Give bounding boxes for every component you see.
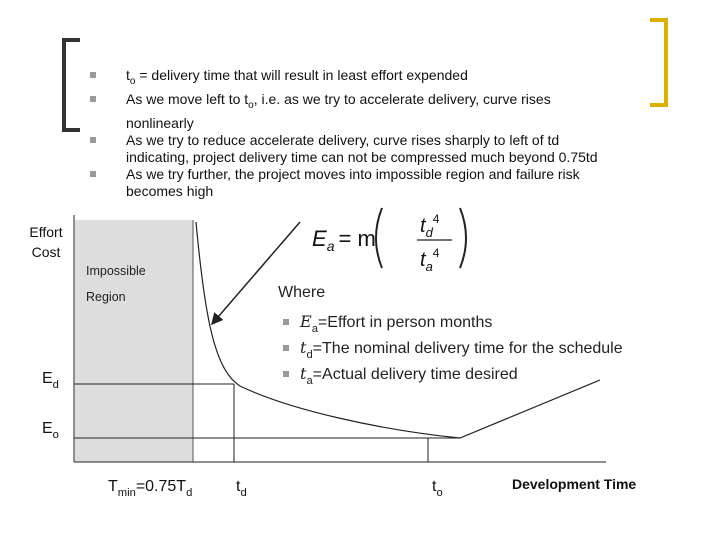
bullet-marker [283,319,289,325]
text-part: E [299,312,312,331]
subscript: d [240,487,246,499]
formula-term: ta4 [420,246,440,274]
subscript: min [118,487,136,499]
bullet-text: As we move left to t [126,91,249,108]
bullet-text: = delivery time that will result in leas… [135,67,468,83]
y-axis-label: Effort [29,224,62,240]
label: td=The nominal delivery time for the sch… [300,338,623,361]
bullet: As we try further, the project moves int… [90,166,620,199]
label: Eo [42,420,59,441]
superscript: 4 [433,212,440,226]
label: td [236,478,247,499]
text-part: t [420,249,427,271]
label: Ea=Effort in person months [299,312,492,335]
text-part: =0.75T [136,478,186,495]
bracket [650,18,668,107]
region-label: Region [86,290,126,304]
region-label: Impossible [86,264,146,278]
text-part: =Effort in person months [318,314,492,331]
bracket [62,38,80,132]
subscript: o [436,487,442,499]
formula-term: td4 [420,212,440,240]
text-part: t [300,364,307,383]
bullet-marker [90,96,96,103]
text-part: t [236,478,241,495]
bullet-text: t [126,67,130,83]
label: to [432,478,443,499]
bullet: to = delivery time that will result in l… [90,67,620,90]
text-part: t [300,338,307,357]
text-part: =Actual delivery time desired [313,366,518,383]
bullet-marker [90,72,96,78]
text-part: T [108,478,118,495]
subscript: a [312,323,319,335]
text-part: t [420,215,427,237]
formula-lhs: Ea = m [312,226,376,254]
subscript: d [53,379,59,391]
bullet: As we move left to to, i.e. as we try to… [90,91,620,131]
subscript: o [129,75,136,87]
superscript: 4 [433,246,440,260]
text-part: t [432,478,437,495]
impossible-region [75,220,193,462]
label: Ed [42,370,59,391]
subscript: o [53,429,59,441]
bullet-list: to = delivery time that will result in l… [90,67,620,200]
text-part: =The nominal delivery time for the sched… [313,340,623,357]
bullet-text: As we try further, the project moves int… [126,166,580,199]
label: ta=Actual delivery time desired [300,364,518,387]
arrow [211,221,301,326]
bullet-marker [90,137,96,144]
subscript: a [426,259,433,274]
paren [375,207,383,269]
bullet: As we try to reduce accelerate delivery,… [90,132,620,165]
text-part: E [42,420,53,437]
subscript: d [426,225,434,240]
subscript: o [248,100,254,112]
y-axis-label: Cost [32,244,61,260]
subscript: d [186,487,192,499]
subscript: a [306,375,313,387]
subscript: a [327,238,335,254]
x-axis-label: Development Time [512,476,636,492]
bullet-marker [283,345,289,351]
text-part: = m [338,226,375,251]
text-part: E [312,226,327,251]
bullet-text: As we try to reduce accelerate delivery,… [126,132,598,165]
bullet-marker [90,171,96,178]
where-title: Where [278,284,325,301]
effort-curve [195,221,601,439]
label: Tmin=0.75Td [108,478,192,499]
bullet-text: , i.e. as we try to accelerate delivery,… [126,91,551,131]
subscript: d [306,349,312,361]
paren [459,207,467,269]
bullet-marker [283,371,289,377]
text-part: E [42,370,53,387]
